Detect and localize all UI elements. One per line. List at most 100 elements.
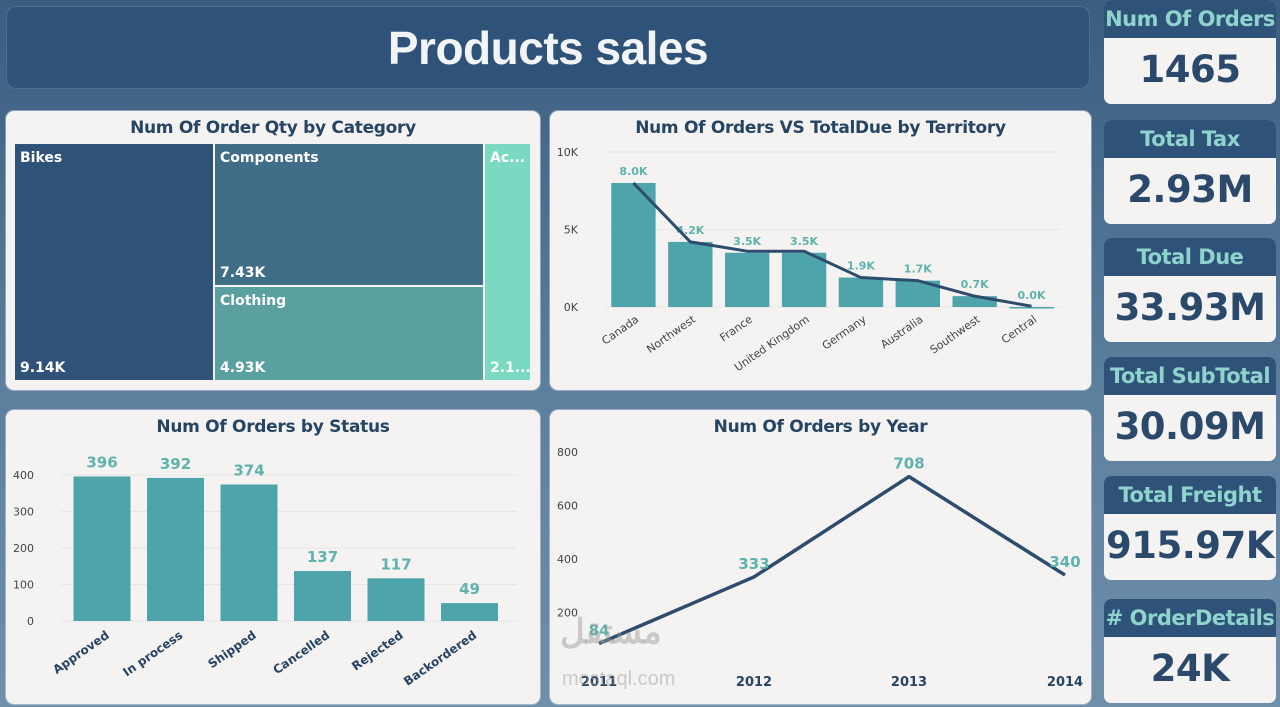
bar [668, 241, 713, 307]
point-data-label: 84 [589, 622, 610, 640]
x-tick-label: Cancelled [270, 628, 332, 677]
x-tick-label: Shipped [205, 628, 258, 671]
bar [781, 252, 827, 307]
kpi-value-orders: 1465 [1139, 48, 1241, 91]
bar-data-label: 49 [459, 580, 480, 598]
x-tick-label: Canada [599, 313, 641, 348]
y-tick-label: 800 [557, 446, 578, 459]
kpi-card-subtotal[interactable]: Total SubTotal 30.09M [1104, 357, 1276, 461]
x-tick-label: Northwest [644, 312, 698, 355]
y-tick-label: 300 [13, 506, 34, 519]
treemap-value-bikes: 9.14K [20, 360, 66, 376]
bar-data-label: 117 [380, 555, 411, 573]
bar [838, 277, 884, 307]
x-tick-label: In process [120, 628, 185, 679]
x-tick-label: 2011 [581, 675, 617, 690]
bar-data-label: 0.0K [1018, 289, 1046, 302]
treemap-label-accessories: Ac... [490, 150, 526, 166]
y-tick-label: 200 [13, 542, 34, 555]
kpi-card-freight[interactable]: Total Freight 915.97K [1104, 476, 1276, 580]
dashboard-title: Products sales [387, 21, 709, 74]
kpi-label-due: Total Due [1104, 238, 1276, 276]
bar-data-label: 3.5K [733, 235, 761, 248]
treemap-cell-accessories[interactable]: Ac... 2.1... [484, 143, 531, 381]
watermark-arabic: مستقل [560, 613, 662, 651]
point-data-label: 708 [893, 455, 924, 473]
bar [725, 252, 770, 307]
territory-title: Num Of Orders VS TotalDue by Territory [635, 118, 1006, 138]
point-data-label: 340 [1049, 553, 1080, 571]
bar-data-label: 137 [307, 548, 338, 566]
bar [220, 484, 278, 621]
y-tick-label: 600 [557, 500, 578, 513]
treemap-value-components: 7.43K [220, 265, 266, 281]
x-tick-label: Australia [878, 313, 925, 352]
kpi-label-tax: Total Tax [1104, 120, 1276, 158]
bar [73, 476, 131, 621]
year-chart: 200 400 600 800 84 2011 333 2012 708 2013 340 2014 [557, 446, 1083, 690]
orders-line [598, 474, 1066, 646]
treemap-label-bikes: Bikes [20, 150, 63, 166]
treemap-title: Num Of Order Qty by Category [130, 118, 416, 138]
treemap-cell-bikes[interactable]: Bikes 9.14K [14, 143, 214, 381]
kpi-card-due[interactable]: Total Due 33.93M [1104, 238, 1276, 342]
territory-panel[interactable]: Num Of Orders VS TotalDue by Territory 0… [550, 111, 1091, 390]
treemap-cell-clothing[interactable]: Clothing 4.93K [214, 286, 484, 381]
x-tick-label: Approved [50, 628, 111, 677]
kpi-value-tax: 2.93M [1127, 168, 1253, 211]
bar [441, 603, 498, 621]
bar-data-label: 0.7K [961, 278, 989, 291]
kpi-value-subtotal: 30.09M [1114, 405, 1266, 448]
x-tick-label: Central [999, 313, 1039, 347]
point-data-label: 333 [738, 555, 769, 573]
x-tick-label: Rejected [349, 628, 406, 673]
x-tick-label: 2012 [736, 675, 772, 690]
status-panel[interactable]: Num Of Orders by Status 0 100 200 300 400 396… [6, 410, 540, 704]
bar [147, 477, 204, 621]
kpi-card-tax[interactable]: Total Tax 2.93M [1104, 120, 1276, 224]
y-tick-label: 100 [13, 579, 34, 592]
kpi-label-subtotal: Total SubTotal [1104, 357, 1276, 395]
status-chart: 0 100 200 300 400 396 Approved 392 In process 374… [13, 453, 516, 689]
territory-chart: 0K5K10K8.0KCanada4.2KNorthwest3.5KFrance… [557, 146, 1060, 374]
treemap-value-clothing: 4.93K [220, 360, 266, 376]
bar-data-label: 392 [160, 455, 191, 473]
bar [952, 296, 997, 307]
totaldue-line [632, 181, 1032, 308]
kpi-label-freight: Total Freight [1104, 476, 1276, 514]
y-tick-label: 200 [557, 607, 578, 620]
x-tick-label: Germany [820, 313, 869, 353]
treemap-panel[interactable]: Num Of Order Qty by Category Bikes 9.14K… [6, 111, 540, 390]
bar-data-label: 3.5K [790, 235, 818, 248]
y-tick-label: 400 [557, 553, 578, 566]
bar-data-label: 374 [233, 461, 264, 479]
treemap-label-clothing: Clothing [220, 293, 287, 309]
kpi-value-orderdetails: 24K [1150, 647, 1230, 690]
bar [294, 570, 351, 621]
kpi-card-orderdetails[interactable]: # OrderDetails 24K [1104, 599, 1276, 703]
bar [1009, 307, 1054, 309]
bar-data-label: 1.7K [904, 263, 932, 276]
y-tick-label: 5K [564, 224, 579, 237]
y-tick-label: 0 [27, 615, 34, 628]
year-panel[interactable]: Num Of Orders by Year 200 400 600 800 84 2011… [550, 410, 1091, 704]
x-tick-label: 2014 [1047, 675, 1083, 690]
bar [367, 578, 425, 621]
x-tick-label: Backordered [401, 628, 479, 689]
treemap-cell-components[interactable]: Components 7.43K [214, 143, 484, 286]
dashboard-header: Products sales [6, 6, 1090, 89]
treemap-value-accessories: 2.1... [490, 360, 531, 376]
x-tick-label: France [717, 313, 755, 345]
y-tick-label: 10K [557, 146, 579, 159]
year-title: Num Of Orders by Year [713, 417, 928, 437]
bar-data-label: 8.0K [619, 165, 647, 178]
bar [611, 183, 656, 307]
kpi-card-orders[interactable]: Num Of Orders 1465 [1104, 0, 1276, 104]
y-tick-label: 0K [564, 301, 579, 314]
x-tick-label: 2013 [891, 675, 927, 690]
bar-data-label: 396 [86, 453, 117, 471]
watermark-latin: mostaql.com [562, 668, 676, 690]
status-title: Num Of Orders by Status [156, 417, 390, 437]
kpi-value-due: 33.93M [1114, 286, 1266, 329]
x-tick-label: Southwest [928, 312, 983, 356]
